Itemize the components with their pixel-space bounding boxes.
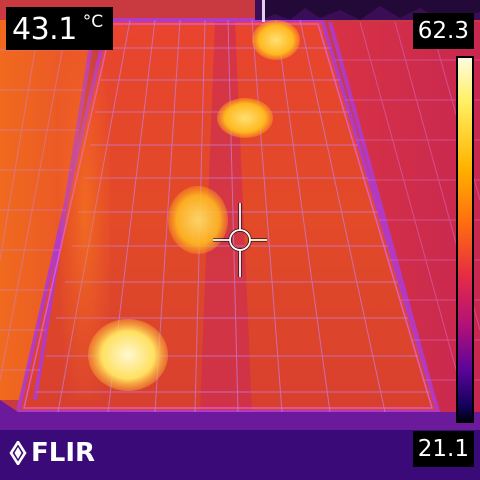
- scale-max-value: 62.3: [412, 13, 474, 49]
- spot-temperature-value: 43.1: [12, 12, 77, 47]
- temperature-scale-bar: [456, 56, 474, 423]
- scale-min-value: 21.1: [412, 431, 474, 467]
- spot-temperature-readout: 43.1 °C: [6, 7, 114, 50]
- hot-spot: [217, 98, 273, 138]
- color-palette-gradient: [458, 58, 472, 421]
- flir-mark-icon: [9, 441, 27, 465]
- hot-spot: [252, 20, 300, 60]
- flir-logo-text: FLIR: [31, 438, 96, 468]
- hot-spot: [168, 186, 228, 254]
- hot-spot: [88, 319, 168, 391]
- flir-logo: FLIR: [8, 438, 95, 468]
- temperature-unit: °C: [82, 12, 104, 32]
